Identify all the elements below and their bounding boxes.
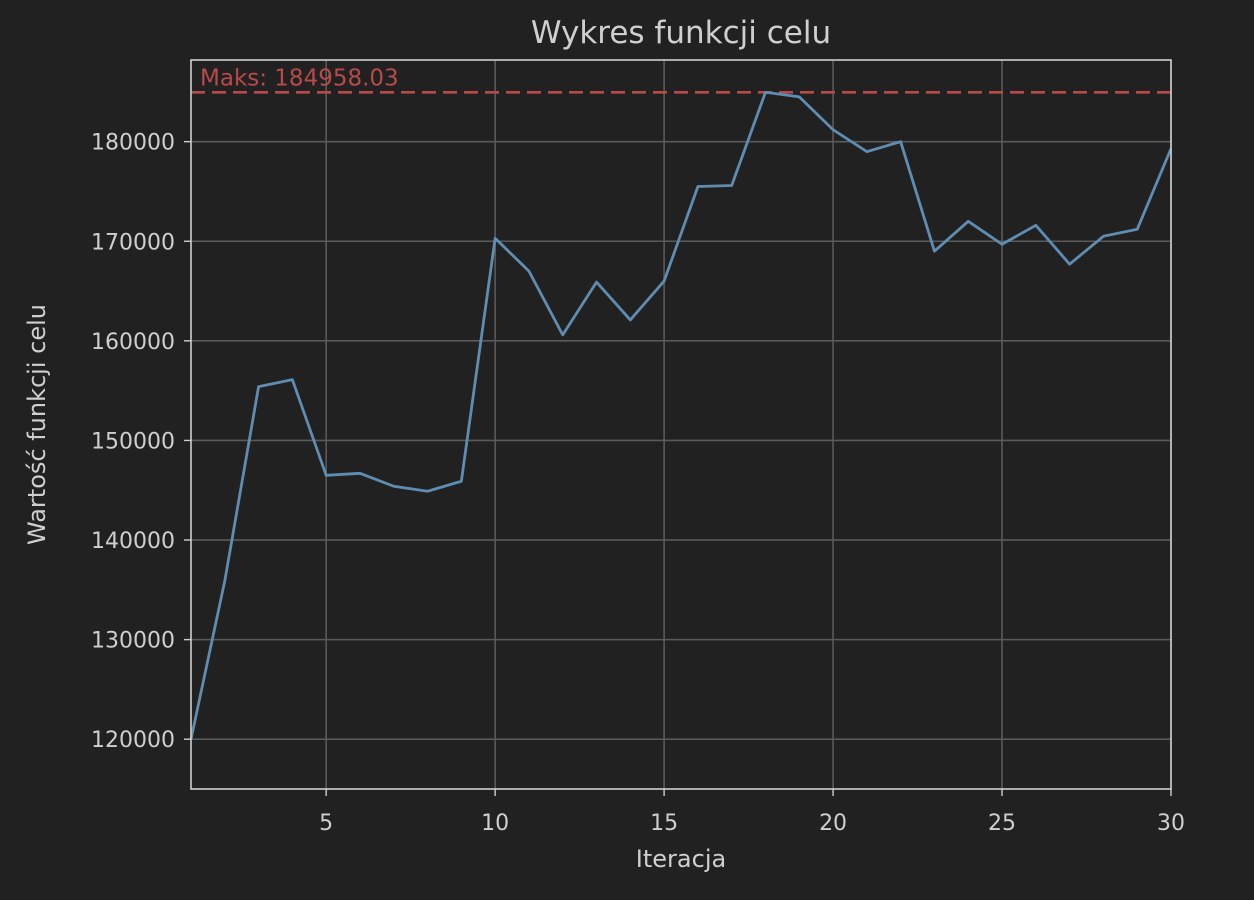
x-tick-label: 10 bbox=[481, 811, 509, 836]
x-tick-label: 20 bbox=[819, 811, 847, 836]
y-tick-label: 160000 bbox=[91, 330, 175, 355]
y-axis-label: Wartość funkcji celu bbox=[23, 304, 51, 545]
x-axis-label: Iteracja bbox=[636, 845, 726, 873]
series-line bbox=[189, 90, 1173, 740]
max-label: Maks: 184958.03 bbox=[200, 65, 399, 91]
y-tick-label: 140000 bbox=[91, 529, 175, 554]
chart-title: Wykres funkcji celu bbox=[531, 15, 831, 51]
ticks: 5 10 15 20 25 30 120000 130000 140000 150000 16000… bbox=[91, 131, 1185, 836]
y-tick-label: 170000 bbox=[91, 230, 175, 255]
x-tick-label: 30 bbox=[1157, 811, 1185, 836]
plot-frame bbox=[190, 59, 1172, 790]
y-tick-label: 130000 bbox=[91, 629, 175, 654]
x-tick-label: 5 bbox=[319, 811, 333, 836]
x-tick-label: 15 bbox=[650, 811, 678, 836]
y-tick-label: 180000 bbox=[91, 131, 175, 156]
y-tick-label: 120000 bbox=[91, 728, 175, 753]
series-layer bbox=[189, 90, 1173, 740]
max-line-group: Maks: 184958.03 bbox=[191, 65, 1171, 94]
y-tick-label: 150000 bbox=[91, 429, 175, 454]
x-tick-label: 25 bbox=[988, 811, 1016, 836]
